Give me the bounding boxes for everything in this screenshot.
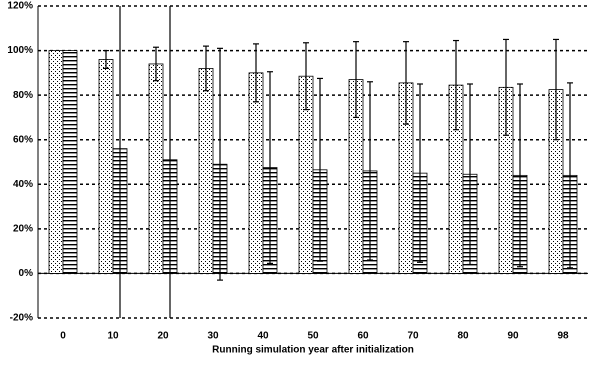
x-tick-label: 40 [257,331,269,342]
x-tick-label: 80 [457,331,469,342]
bar [248,72,264,274]
bar [148,63,164,274]
bar [98,59,114,274]
x-tick-label: 60 [357,331,369,342]
y-tick-label: 40% [13,179,33,190]
plot-area [48,6,578,318]
x-tick-label: 30 [207,331,219,342]
x-tick-label: 10 [107,331,119,342]
y-tick-label: 0% [19,268,34,279]
x-tick-label: 90 [507,331,519,342]
bar [48,50,64,274]
bar [62,50,78,274]
y-tick-label: 80% [13,90,33,101]
x-tick-label: 20 [157,331,169,342]
y-tick-label: 60% [13,134,33,145]
y-tick-label: 100% [7,45,33,56]
y-tick-label: 120% [7,1,33,12]
y-tick-label: -20% [10,313,33,324]
y-tick-label: 20% [13,223,33,234]
bar [198,68,214,274]
x-tick-label: 0 [60,331,66,342]
x-axis-title: Running simulation year after initializa… [212,345,414,356]
x-tick-label: 98 [557,331,569,342]
x-tick-label: 50 [307,331,319,342]
x-tick-label: 70 [407,331,419,342]
